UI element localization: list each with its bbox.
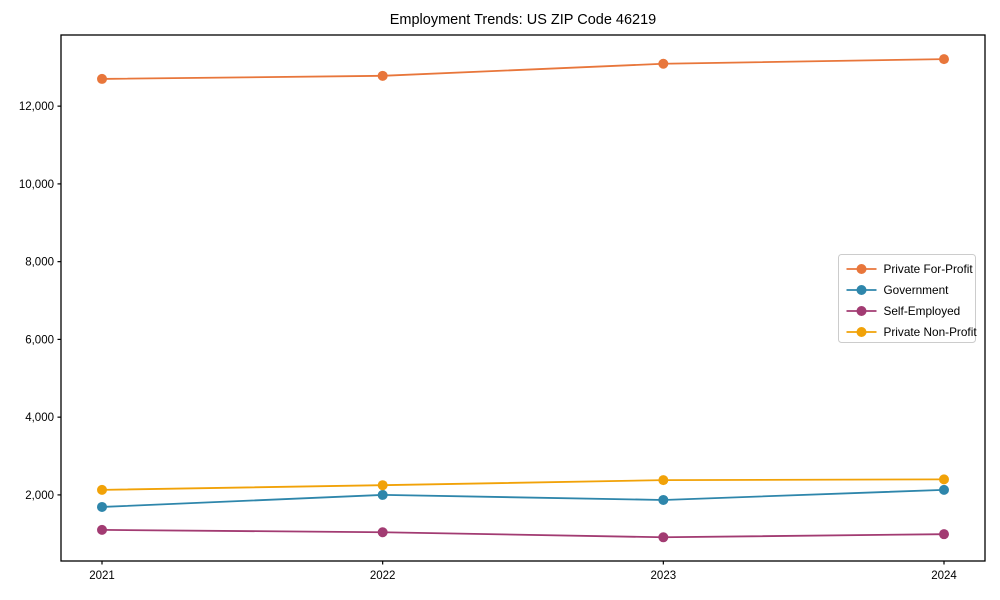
y-tick-label: 8,000	[25, 257, 54, 269]
data-point	[939, 54, 949, 65]
data-point	[658, 532, 669, 543]
data-point	[658, 58, 669, 69]
data-point	[377, 70, 388, 81]
data-point	[658, 494, 669, 505]
legend-label: Government	[884, 283, 950, 297]
legend-marker-icon	[856, 306, 867, 316]
data-point	[97, 501, 107, 512]
legend-box	[838, 254, 976, 343]
y-tick-label: 10,000	[19, 179, 54, 191]
x-tick-label: 2024	[931, 570, 957, 582]
x-tick-label: 2021	[89, 570, 115, 582]
legend-label: Private Non-Profit	[884, 325, 978, 339]
series-line-government	[101, 488, 945, 508]
data-point	[377, 480, 388, 491]
y-tick-label: 4,000	[25, 412, 54, 424]
chart-title: Employment Trends: US ZIP Code 46219	[390, 12, 657, 28]
data-point	[939, 484, 949, 495]
series-line-self-employed	[101, 528, 945, 539]
y-tick-label: 12,000	[19, 101, 54, 113]
data-point	[939, 474, 949, 485]
legend: Private For-Profit Government Self-Employe…	[838, 254, 978, 343]
plot-border	[60, 34, 986, 562]
legend-marker-icon	[856, 327, 867, 337]
y-tick-label: 2,000	[25, 490, 54, 502]
y-axis: 2,000 4,000 6,000 8,000 10,000 12,000	[19, 101, 61, 502]
legend-label: Self-Employed	[884, 304, 961, 318]
legend-label: Private For-Profit	[884, 262, 974, 276]
x-axis: 2021 2022 2023 2024	[89, 561, 957, 582]
legend-marker-icon	[856, 264, 867, 274]
data-point	[97, 73, 107, 84]
data-point	[377, 527, 388, 538]
data-point	[97, 484, 107, 495]
data-point	[97, 524, 107, 535]
legend-marker-icon	[856, 285, 867, 295]
x-tick-label: 2023	[651, 570, 677, 582]
y-tick-label: 6,000	[25, 334, 54, 346]
series-lines	[97, 54, 949, 543]
x-tick-label: 2022	[370, 570, 396, 582]
series-line-private-non-profit	[101, 478, 945, 491]
data-point	[377, 489, 388, 500]
series-line-private-for-profit	[101, 58, 945, 80]
data-point	[939, 529, 949, 540]
data-point	[658, 475, 669, 486]
